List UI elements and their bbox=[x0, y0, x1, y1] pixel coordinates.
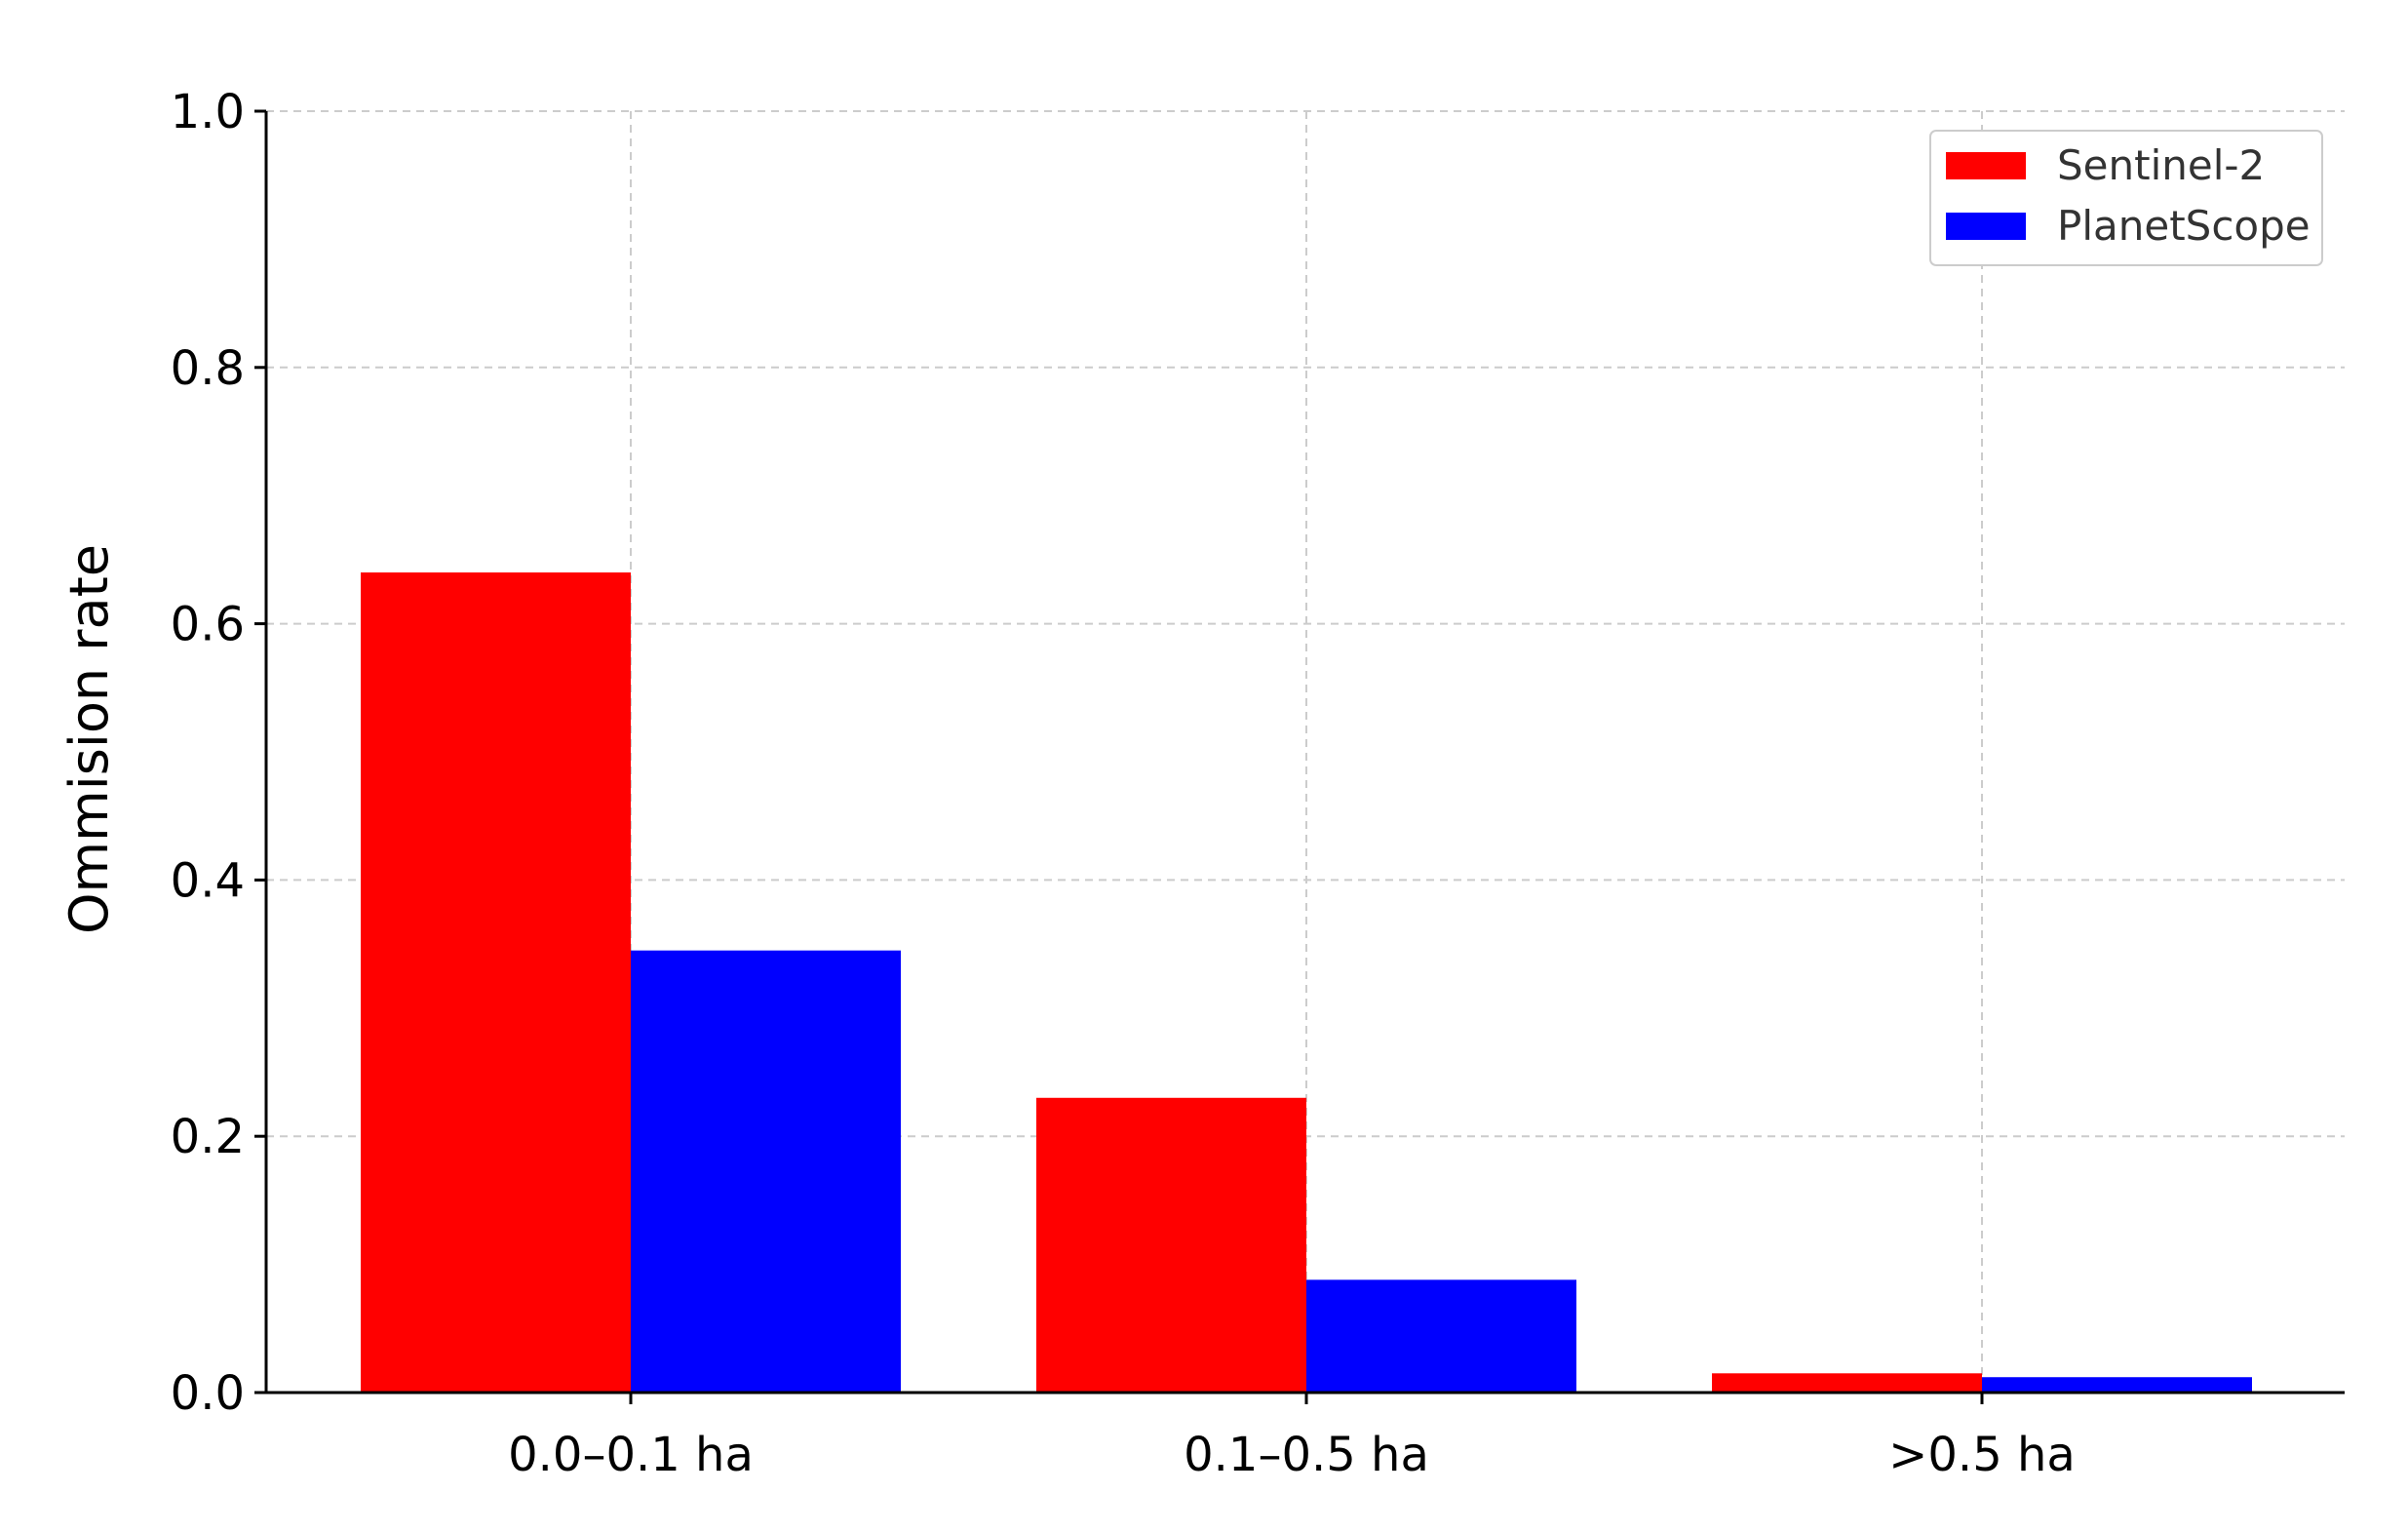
legend-swatch-1 bbox=[1946, 213, 2026, 240]
legend-frame bbox=[1929, 130, 2323, 266]
legend-label-0: Sentinel-2 bbox=[2057, 141, 2265, 189]
bar-sentinel-2-0 bbox=[361, 572, 631, 1393]
bar-sentinel-2-2 bbox=[1712, 1373, 1982, 1393]
x-ticks: 0.0–0.1 ha 0.1–0.5 ha >0.5 ha bbox=[508, 1393, 2076, 1482]
y-tick-label: 0.8 bbox=[171, 341, 245, 396]
y-tick-label: 0.6 bbox=[171, 598, 245, 652]
y-ticks: 0.0 0.2 0.4 0.6 0.8 1.0 bbox=[171, 85, 266, 1421]
legend-label-1: PlanetScope bbox=[2057, 202, 2311, 250]
x-tick-label: 0.0–0.1 ha bbox=[508, 1428, 754, 1482]
bar-sentinel-2-1 bbox=[1036, 1097, 1306, 1393]
bars bbox=[361, 572, 2252, 1393]
y-axis-title: Ommision rate bbox=[58, 544, 120, 934]
x-tick-label: >0.5 ha bbox=[1888, 1428, 2076, 1482]
legend: Sentinel-2 PlanetScope bbox=[1929, 130, 2323, 266]
y-tick-label: 1.0 bbox=[171, 85, 245, 139]
bar-planetscope-0 bbox=[631, 950, 901, 1393]
y-tick-label: 0.2 bbox=[171, 1110, 245, 1164]
x-tick-label: 0.1–0.5 ha bbox=[1184, 1428, 1429, 1482]
bar-planetscope-2 bbox=[1982, 1377, 2252, 1393]
bar-planetscope-1 bbox=[1306, 1279, 1576, 1393]
y-tick-label: 0.4 bbox=[171, 853, 245, 908]
y-tick-label: 0.0 bbox=[171, 1366, 245, 1421]
legend-swatch-0 bbox=[1946, 152, 2026, 179]
